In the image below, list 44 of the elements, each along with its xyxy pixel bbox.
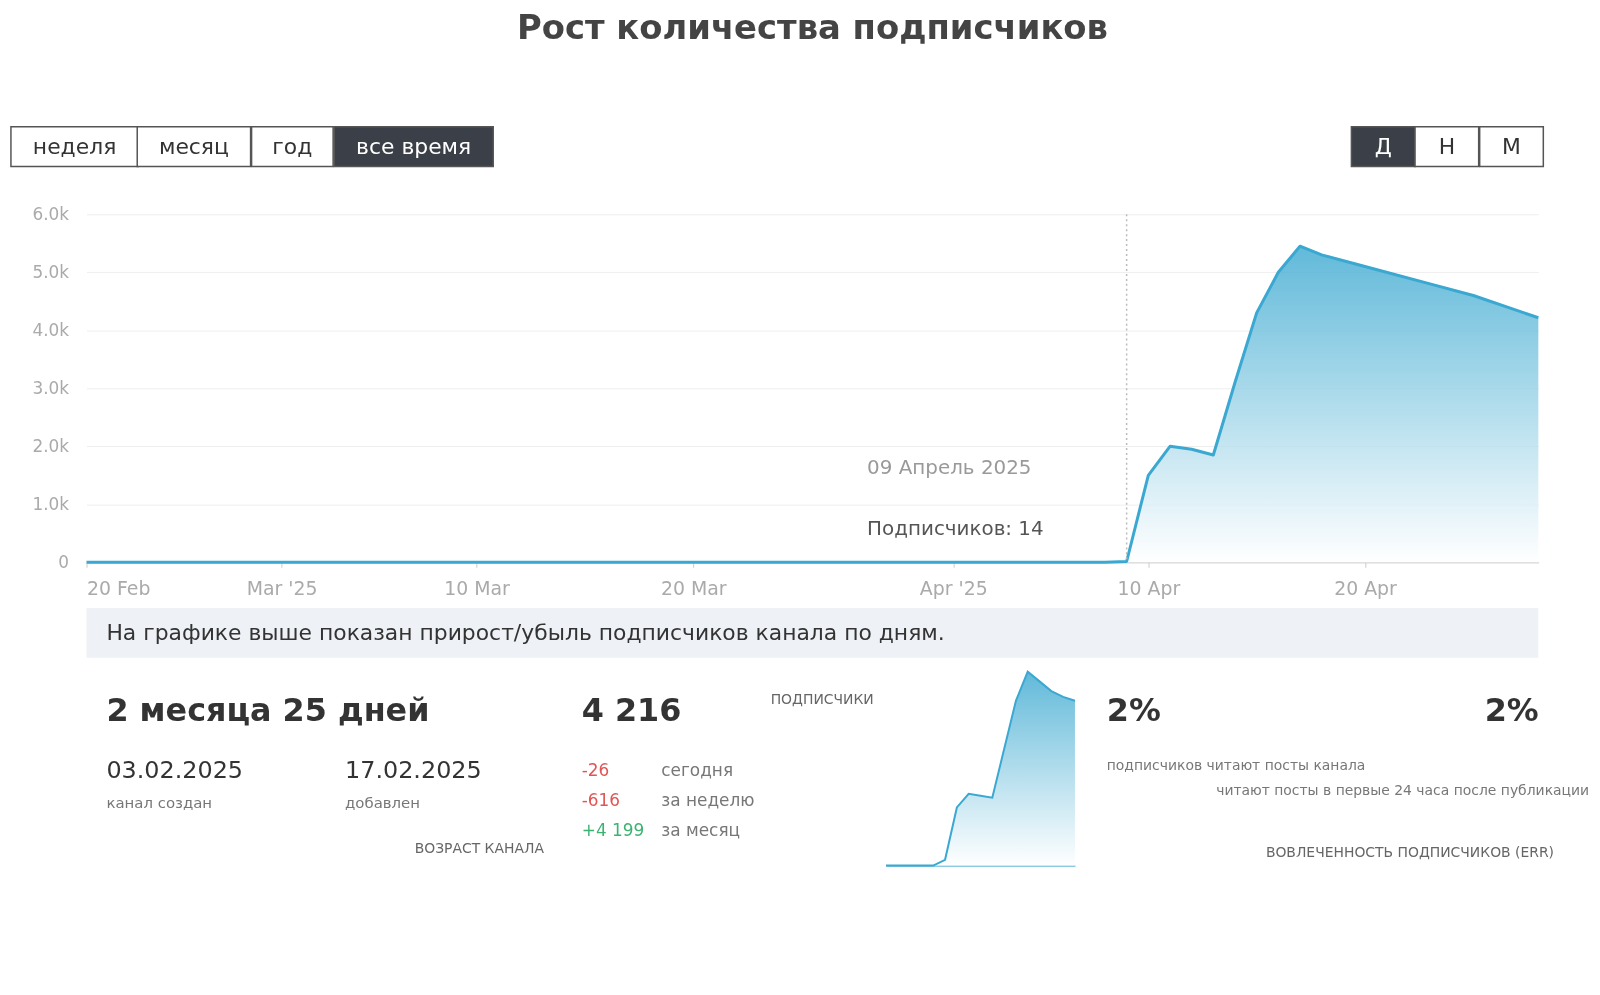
text: год (272, 133, 313, 159)
x-tick-label: Apr '25 (919, 576, 988, 599)
text: за месяц (661, 819, 741, 840)
annotation: Подписчиков: 14 (867, 517, 1044, 541)
text: 17.02.2025 (345, 756, 482, 785)
text: +4 199 (581, 819, 645, 840)
text: -26 (581, 760, 610, 781)
text: сегодня (661, 760, 734, 781)
text: подписчиков читают посты канала (1106, 757, 1366, 774)
text: неделя (32, 133, 117, 159)
text: -616 (581, 789, 621, 810)
text: все время (356, 133, 472, 159)
text: ВОЗРАСТ КАНАЛА (414, 839, 545, 856)
text: На графике выше показан прирост/убыль подписчиков канала по дням. (106, 619, 945, 645)
text: 4 216 (581, 691, 682, 730)
y-tick-label: 6.0k (32, 203, 70, 224)
text: месяц (158, 133, 229, 159)
y-tick-label: 1.0k (32, 493, 70, 514)
y-tick-label: 2.0k (32, 435, 70, 456)
annotation: 09 Апрель 2025 (867, 455, 1032, 479)
text: ВОВЛЕЧЕННОСТЬ ПОДПИСЧИКОВ (ERR) (1265, 843, 1555, 860)
x-tick-label: 10 Mar (444, 576, 511, 599)
text: читают посты в первые 24 часа после публикации (1216, 781, 1590, 798)
x-tick-label: 20 Feb (87, 576, 151, 599)
text: ПОДПИСЧИКИ (770, 690, 874, 707)
text: за неделю (661, 789, 755, 810)
text: 03.02.2025 (106, 756, 244, 785)
chart-title: Рост количества подписчиков (516, 8, 1108, 48)
text: Д (1374, 133, 1392, 159)
x-tick-label: 10 Apr (1117, 576, 1181, 599)
y-tick-label: 4.0k (32, 319, 70, 340)
text: Н (1438, 133, 1456, 159)
text: 2% (1484, 691, 1539, 730)
x-tick-label: 20 Apr (1334, 576, 1398, 599)
y-tick-label: 5.0k (32, 261, 70, 282)
text: канал создан (106, 793, 213, 812)
x-tick-label: Mar '25 (246, 576, 318, 599)
y-tick-label: 3.0k (32, 377, 70, 398)
text: 2% (1106, 691, 1161, 730)
text: 2 месяца 25 дней (106, 691, 430, 730)
text: М (1502, 133, 1521, 159)
y-tick-label: 0 (58, 551, 70, 572)
text: добавлен (345, 793, 421, 812)
x-tick-label: 20 Mar (660, 576, 727, 599)
